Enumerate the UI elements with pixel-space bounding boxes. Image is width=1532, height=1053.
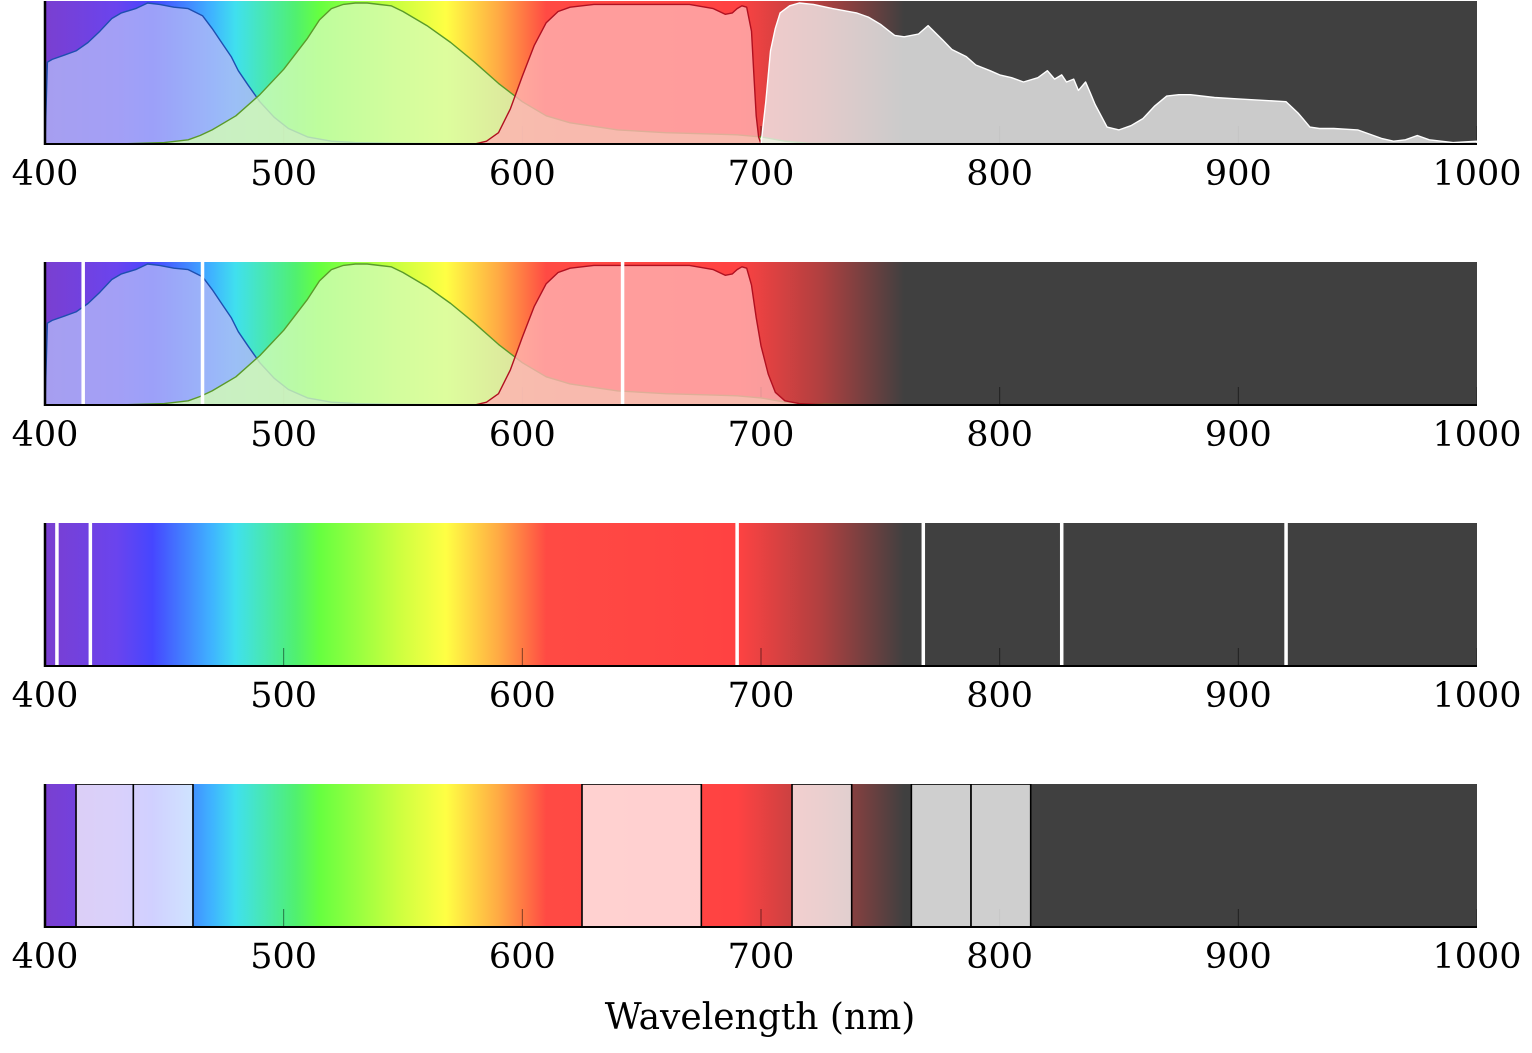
x-tick-label-900: 900 [1205,937,1272,977]
x-tick-label-600: 600 [489,154,556,194]
x-tick-label-900: 900 [1205,415,1272,455]
x-tick-label-500: 500 [250,154,317,194]
x-tick-label-800: 800 [966,937,1033,977]
panels: 400 500 600 700 800 900 1000 400 500 600 700 800 900… [12,1,1522,977]
x-tick-label-800: 800 [966,154,1033,194]
x-tick-label-400: 400 [12,937,79,977]
x-tick-label-1000: 1000 [1432,937,1521,977]
x-tick-label-400: 400 [12,676,79,716]
panel-spectrum-with-bands: 400 500 600 700 800 900 1000 [12,784,1522,977]
band-2 [581,784,703,927]
x-tick-label-1000: 1000 [1432,415,1521,455]
x-tick-label-700: 700 [728,415,795,455]
band-3 [791,784,853,927]
panel-sensor-response-with-white-lines: 400 500 600 700 800 900 1000 [12,262,1522,455]
band-5 [970,784,1032,927]
x-tick-label-600: 600 [489,415,556,455]
x-tick-label-600: 600 [489,937,556,977]
series-red-area [45,264,1477,405]
panel-plot-area [45,2,1477,144]
panel-plot-area [45,784,1477,927]
x-axis-title: Wavelength (nm) [605,997,916,1038]
x-tick-label-1000: 1000 [1432,154,1521,194]
x-tick-label-800: 800 [966,676,1033,716]
band-4 [910,784,972,927]
x-tick-label-700: 700 [728,154,795,194]
x-tick-label-900: 900 [1205,154,1272,194]
panel-plot-area [45,262,1477,405]
x-tick-label-900: 900 [1205,676,1272,716]
x-tick-label-600: 600 [489,676,556,716]
series-infrared-area [760,2,1477,144]
panel-sensor-and-infrared-response: 400 500 600 700 800 900 1000 [12,1,1522,194]
series-red-area [45,3,762,144]
x-tick-label-800: 800 [966,415,1033,455]
panel-plot-area [45,523,1477,666]
spectrum-background [45,523,1477,666]
x-tick-label-400: 400 [12,415,79,455]
x-tick-label-400: 400 [12,154,79,194]
x-tick-label-500: 500 [250,415,317,455]
x-tick-label-500: 500 [250,676,317,716]
panel-spectrum-with-white-lines: 400 500 600 700 800 900 1000 [12,523,1522,716]
x-tick-label-500: 500 [250,937,317,977]
x-tick-label-700: 700 [728,676,795,716]
x-tick-label-700: 700 [728,937,795,977]
band-1 [132,784,194,927]
x-tick-label-1000: 1000 [1432,676,1521,716]
spectrum-background [45,784,1477,927]
band-0 [75,784,135,927]
